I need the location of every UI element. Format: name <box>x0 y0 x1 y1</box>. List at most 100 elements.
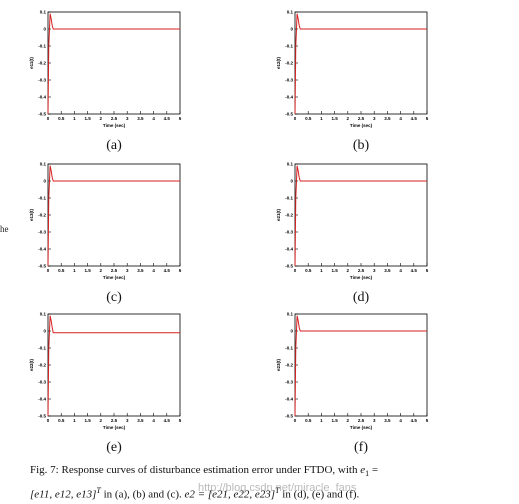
y-tick-label: 0 <box>43 179 46 184</box>
x-tick-label: 1.5 <box>84 116 91 121</box>
chart-panel-d: 0.1 0 -0.1 -0.2 -0.3 -0.4 -0.5 0 0.5 1 1.5 2 2.5 3 3.5… <box>267 160 437 282</box>
x-tick-label: 4.5 <box>411 116 418 121</box>
x-tick-label: 2 <box>347 418 350 423</box>
x-tick-label: 2 <box>347 268 350 273</box>
caption-T2: T <box>275 486 280 496</box>
x-tick-label: 2.5 <box>111 418 118 423</box>
y-tick-label: -0.2 <box>38 363 46 368</box>
plot-frame <box>294 11 428 115</box>
chart-panel-e: 0.1 0 -0.1 -0.2 -0.3 -0.4 -0.5 0 0.5 1 1.5 2 2.5 3 3.5… <box>20 310 190 432</box>
x-tick-label: 3 <box>126 418 129 423</box>
y-tick-label: 0 <box>290 329 293 334</box>
x-tick-label: 3.5 <box>137 418 144 423</box>
x-tick-label: 0 <box>47 268 50 273</box>
sub-caption-c: (c) <box>106 290 122 305</box>
x-tick-label: 4 <box>399 116 402 121</box>
series-line <box>47 13 180 115</box>
x-tick-label: 0.5 <box>305 268 312 273</box>
y-tick-label: -0.4 <box>38 247 46 252</box>
x-tick-label: 1.5 <box>331 116 338 121</box>
series-line <box>47 165 180 267</box>
plot-frame <box>47 163 181 267</box>
y-tick-label: -0.5 <box>38 264 46 269</box>
x-tick-label: 1 <box>73 268 76 273</box>
y-tick-label: -0.4 <box>285 247 293 252</box>
y-tick-label: 0.1 <box>40 162 47 167</box>
x-tick-label: 3 <box>373 268 376 273</box>
x-tick-label: 0 <box>294 268 297 273</box>
x-tick-label: 0 <box>47 418 50 423</box>
x-tick-label: 1.5 <box>331 268 338 273</box>
y-tick-label: -0.2 <box>285 213 293 218</box>
x-tick-label: 2.5 <box>358 418 365 423</box>
y-tick-label: -0.2 <box>38 213 46 218</box>
x-axis-label: Time (sec) <box>103 123 126 128</box>
y-tick-label: -0.3 <box>285 78 293 83</box>
x-tick-label: 4 <box>399 268 402 273</box>
x-tick-label: 2.5 <box>358 116 365 121</box>
y-axis-label: e13(t) <box>29 209 34 222</box>
chart-panel-f: 0.1 0 -0.1 -0.2 -0.3 -0.4 -0.5 0 0.5 1 1.5 2 2.5 3 3.5… <box>267 310 437 432</box>
x-tick-label: 5 <box>179 268 182 273</box>
x-tick-label: 0 <box>47 116 50 121</box>
page-text-fragment: he <box>0 224 9 234</box>
figure-caption: Fig. 7: Response curves of disturbance e… <box>30 462 510 504</box>
y-axis-label: e21(t) <box>276 209 281 222</box>
caption-eq: = <box>371 464 379 476</box>
y-tick-label: -0.1 <box>38 346 46 351</box>
y-axis-label: e11(t) <box>29 57 34 69</box>
x-tick-label: 4.5 <box>164 418 171 423</box>
chart-b-svg: 0.10-0.1-0.2-0.3-0.4-0.50 0.5 1 1.5 2 2.5 3 3.5… <box>276 10 429 129</box>
sub-caption-d: (d) <box>352 290 370 305</box>
y-tick-label: 0.1 <box>40 312 47 317</box>
x-axis-label: Time (sec) <box>103 275 126 280</box>
x-axis-label: Time (sec) <box>350 425 373 430</box>
y-tick-label: -0.5 <box>285 112 293 117</box>
x-tick-label: 1 <box>320 116 323 121</box>
x-tick-label: 5 <box>179 418 182 423</box>
y-tick-label: -0.3 <box>285 380 293 385</box>
plot-frame <box>47 11 181 115</box>
x-tick-label: 1.5 <box>84 268 91 273</box>
x-tick-label: 1 <box>73 116 76 121</box>
y-tick-label: -0.3 <box>38 380 46 385</box>
x-axis-label: Time (sec) <box>350 123 373 128</box>
sub-caption-f: (f) <box>354 440 368 455</box>
chart-c-svg: 0.10-0.1-0.2-0.3-0.4-0.50 0.5 1 1.5 2 2.5 3 3.5… <box>29 162 182 281</box>
x-tick-label: 3.5 <box>137 116 144 121</box>
y-tick-label: 0.1 <box>40 10 47 15</box>
x-tick-label: 3 <box>373 418 376 423</box>
series-line <box>294 315 427 417</box>
chart-a-svg: 0.10-0.1-0.2-0.3-0.4-0.50 0.5 1 1.5 2 2.5 3 3.5… <box>29 10 182 129</box>
y-tick-label: -0.1 <box>285 346 293 351</box>
watermark: http://blog.csdn.net/miracle_fans <box>198 482 357 494</box>
x-tick-label: 0.5 <box>305 116 312 121</box>
x-tick-label: 0.5 <box>58 418 65 423</box>
x-axis-label: Time (sec) <box>103 425 126 430</box>
chart-panel-a: 0.1 0 -0.1 -0.2 -0.3 -0.4 -0.5 0 0.5 1 1.5 2 2.5 3 3.5… <box>20 8 190 130</box>
x-tick-label: 0 <box>294 116 297 121</box>
x-tick-label: 4.5 <box>411 268 418 273</box>
series-line <box>294 165 427 267</box>
caption-vector-e1: [e11, e12, e13] <box>30 488 97 501</box>
x-tick-label: 1 <box>320 268 323 273</box>
x-tick-label: 0.5 <box>305 418 312 423</box>
x-tick-label: 4 <box>399 418 402 423</box>
y-tick-label: -0.2 <box>285 363 293 368</box>
x-tick-label: 1 <box>73 418 76 423</box>
x-tick-label: 5 <box>426 116 429 121</box>
y-tick-label: -0.3 <box>38 78 46 83</box>
caption-mid: in (a), (b) and (c). <box>103 488 182 501</box>
y-tick-label: 0.1 <box>287 162 294 167</box>
plot-frame <box>294 313 428 417</box>
y-tick-label: 0 <box>290 179 293 184</box>
x-tick-label: 3 <box>126 268 129 273</box>
sub-caption-a: (a) <box>106 138 122 153</box>
y-tick-label: -0.5 <box>38 112 46 117</box>
y-tick-label: -0.5 <box>285 414 293 419</box>
caption-e1: e <box>360 464 366 476</box>
plot-frame <box>47 313 181 417</box>
x-tick-label: 3.5 <box>384 116 391 121</box>
y-axis-label: e12(t) <box>276 57 281 70</box>
y-tick-label: -0.5 <box>38 414 46 419</box>
